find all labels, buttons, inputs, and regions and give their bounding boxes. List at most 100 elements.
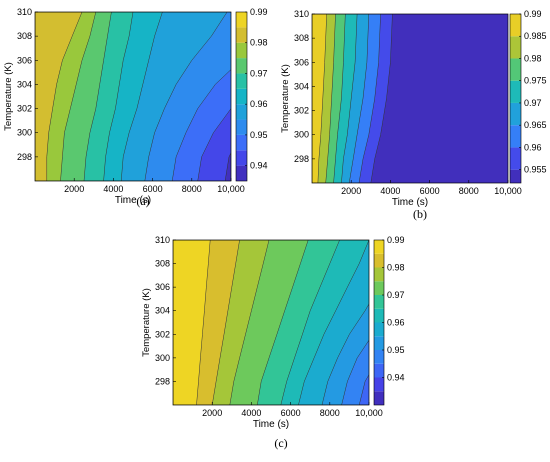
y-tick-label: 304 — [294, 81, 309, 91]
contour-band — [312, 14, 327, 183]
colorbar-tick-label: 0.94 — [387, 373, 405, 383]
colorbar-tick-label: 0.98 — [524, 53, 542, 63]
colorbar-segment — [236, 134, 247, 151]
x-tick-label: 2000 — [202, 408, 222, 418]
colorbar-segment — [374, 308, 384, 323]
plot-frame — [34, 11, 232, 182]
colorbar-segment — [236, 58, 247, 74]
x-tick-label: 4000 — [380, 186, 400, 196]
colorbar-tick-label: 0.99 — [250, 7, 268, 17]
colorbar-tick-label: 0.98 — [387, 263, 405, 273]
x-tick-label: 8000 — [320, 408, 340, 418]
y-axis-label: Temperature (K) — [3, 62, 14, 131]
panel-caption: (c) — [274, 436, 287, 450]
y-tick-label: 302 — [294, 106, 309, 116]
y-tick-label: 310 — [294, 9, 309, 19]
y-tick-label: 298 — [155, 376, 170, 386]
y-tick-label: 298 — [17, 152, 32, 162]
colorbar-tick-label: 0.99 — [387, 235, 405, 245]
colorbar-tick-label: 0.97 — [524, 98, 542, 108]
colorbar-tick-label: 0.99 — [524, 9, 542, 19]
y-tick-label: 308 — [155, 259, 170, 269]
y-tick-label: 302 — [155, 329, 170, 339]
y-tick-label: 308 — [17, 31, 32, 41]
colorbar-tick-label: 0.96 — [250, 99, 268, 109]
colorbar-segment — [374, 281, 384, 295]
colorbar-segment — [236, 104, 247, 120]
panel-caption: (a) — [136, 194, 149, 208]
x-tick-label: 10,000 — [494, 186, 522, 196]
colorbar-segment — [510, 14, 521, 37]
x-axis-label: Time (s) — [115, 195, 151, 206]
colorbar-tick-label: 0.95 — [250, 130, 268, 140]
y-tick-label: 304 — [17, 79, 32, 89]
colorbar-tick-label: 0.965 — [524, 120, 547, 130]
colorbar-segment — [236, 88, 247, 105]
y-tick-label: 298 — [294, 154, 309, 164]
x-tick-label: 2000 — [341, 186, 361, 196]
y-tick-label: 310 — [17, 7, 32, 17]
colorbar-segment — [236, 150, 247, 166]
x-tick-label: 10,000 — [355, 408, 383, 418]
colorbar-tick-label: 0.96 — [387, 318, 405, 328]
y-tick-label: 304 — [155, 306, 170, 316]
y-tick-label: 310 — [155, 235, 170, 245]
y-tick-label: 306 — [17, 55, 32, 65]
y-tick-label: 302 — [17, 104, 32, 114]
y-tick-label: 300 — [155, 353, 170, 363]
contour-field — [35, 12, 231, 181]
colorbar-segment — [510, 58, 521, 81]
colorbar-segment — [374, 240, 384, 254]
colorbar-segment — [510, 169, 521, 183]
colorbar-tick-label: 0.94 — [250, 161, 268, 171]
colorbar-tick-label: 0.955 — [524, 165, 547, 175]
colorbar-segment — [510, 102, 521, 126]
colorbar-tick-label: 0.98 — [250, 38, 268, 48]
x-tick-label: 6000 — [281, 408, 301, 418]
contour-field — [173, 240, 369, 405]
colorbar-segment — [374, 336, 384, 350]
colorbar — [510, 14, 521, 183]
contour-band — [35, 12, 83, 181]
x-axis-label: Time (s) — [253, 419, 289, 430]
colorbar-frame — [235, 11, 248, 182]
x-axis-label: Time (s) — [392, 197, 428, 208]
x-tick-label: 8000 — [182, 184, 202, 194]
colorbar-tick-label: 0.975 — [524, 76, 547, 86]
colorbar-segment — [510, 147, 521, 170]
plot-frame — [172, 239, 370, 406]
colorbar-segment — [510, 125, 521, 148]
colorbar-tick-label: 0.96 — [524, 142, 542, 152]
colorbar-segment — [236, 27, 247, 43]
y-tick-label: 306 — [294, 57, 309, 67]
x-tick-label: 4000 — [103, 184, 123, 194]
colorbar-tick-label: 0.97 — [387, 290, 405, 300]
colorbar-segment — [236, 119, 247, 135]
colorbar — [236, 12, 247, 181]
y-tick-label: 300 — [17, 128, 32, 138]
colorbar-segment — [236, 73, 247, 89]
colorbar-segment — [510, 80, 521, 103]
plot-frame — [311, 13, 509, 184]
colorbar-segment — [374, 267, 384, 282]
x-tick-label: 6000 — [420, 186, 440, 196]
colorbar-segment — [374, 295, 384, 309]
colorbar-segment — [374, 350, 384, 364]
colorbar-tick-label: 0.97 — [250, 68, 268, 78]
y-tick-label: 308 — [294, 33, 309, 43]
contour-field — [312, 14, 508, 183]
panel-caption: (b) — [413, 207, 427, 221]
colorbar-frame — [509, 13, 522, 184]
x-tick-label: 4000 — [241, 408, 261, 418]
colorbar — [374, 240, 384, 405]
colorbar-segment — [374, 253, 384, 268]
y-tick-label: 300 — [294, 130, 309, 140]
colorbar-segment — [374, 377, 384, 392]
x-tick-label: 8000 — [459, 186, 479, 196]
x-tick-label: 2000 — [64, 184, 84, 194]
x-tick-label: 10,000 — [217, 184, 245, 194]
y-axis-label: Temperature (K) — [280, 64, 291, 133]
contour-band — [173, 240, 211, 405]
colorbar-tick-label: 0.95 — [387, 345, 405, 355]
